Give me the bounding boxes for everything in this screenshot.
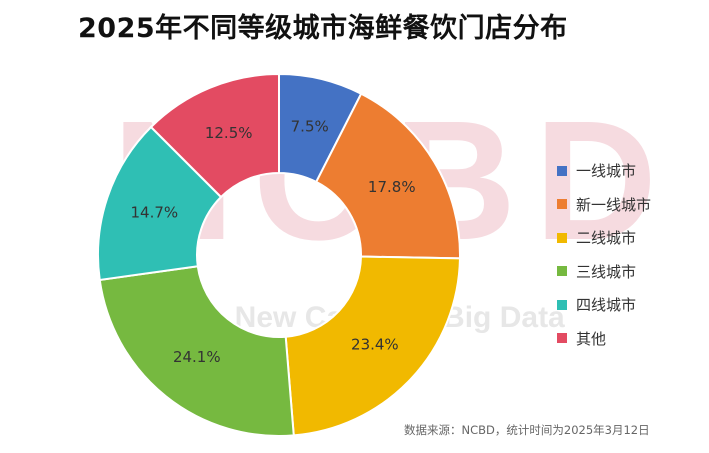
- legend-item-6[interactable]: 其他: [557, 322, 651, 356]
- legend-item-2[interactable]: 新一线城市: [557, 188, 651, 222]
- donut-slice-2[interactable]: [314, 92, 461, 260]
- legend-label: 新一线城市: [576, 195, 652, 214]
- legend: 一线城市 新一线城市 二线城市 三线城市 四线城市 其他: [557, 154, 651, 355]
- slice-label-1: 7.5%: [291, 118, 329, 136]
- donut-slice-4[interactable]: [98, 265, 295, 437]
- legend-item-3[interactable]: 二线城市: [557, 221, 651, 255]
- legend-item-4[interactable]: 三线城市: [557, 255, 651, 289]
- legend-item-1[interactable]: 一线城市: [557, 154, 651, 188]
- donut-slice-6[interactable]: [149, 72, 280, 199]
- legend-label: 一线城市: [576, 162, 637, 181]
- legend-label: 二线城市: [576, 229, 637, 248]
- legend-label: 三线城市: [576, 262, 637, 281]
- legend-label: 其他: [576, 329, 607, 348]
- slice-label-5: 14.7%: [130, 204, 178, 222]
- legend-swatch: [557, 266, 567, 277]
- slice-label-2: 17.8%: [368, 178, 416, 196]
- legend-swatch: [557, 232, 567, 243]
- legend-swatch: [557, 199, 567, 210]
- chart-title: 2025年不同等级城市海鲜餐饮门店分布: [78, 13, 568, 44]
- slice-label-4: 24.1%: [173, 348, 221, 366]
- legend-item-5[interactable]: 四线城市: [557, 288, 651, 322]
- slice-label-3: 23.4%: [351, 336, 399, 354]
- legend-swatch: [557, 165, 567, 176]
- donut-slice-labels: 7.5% 17.8% 23.4% 24.1% 14.7% 12.5%: [130, 118, 415, 366]
- donut-slice-3[interactable]: [284, 255, 461, 437]
- donut-slices: [97, 72, 461, 437]
- legend-swatch: [557, 333, 567, 344]
- legend-label: 四线城市: [576, 296, 637, 315]
- slice-label-6: 12.5%: [205, 124, 253, 142]
- source-note: 数据来源：NCBD，统计时间为2025年3月12日: [404, 423, 650, 437]
- legend-swatch: [557, 299, 567, 310]
